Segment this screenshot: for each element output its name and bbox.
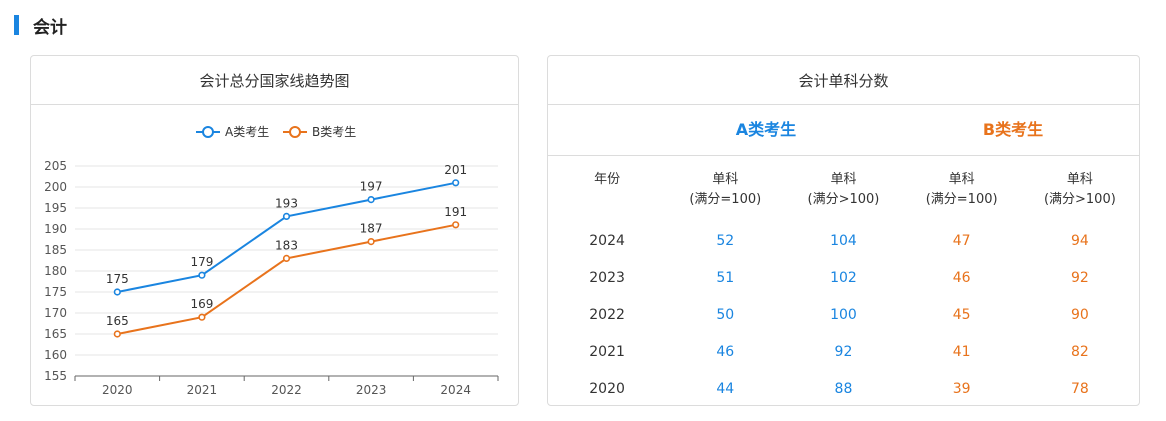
cell-b-eq100: 47	[952, 232, 971, 249]
y-tick-label: 205	[44, 159, 67, 173]
cell-a-gt100: 92	[834, 343, 853, 360]
cell-b-gt100: 94	[1070, 232, 1089, 249]
x-tick-label: 2022	[271, 383, 302, 397]
col-a-gt100: 单科 (满分>100)	[784, 156, 902, 222]
legend-marker	[289, 126, 301, 138]
col-sublabel: (满分=100)	[689, 192, 762, 207]
cell-b-gt100: 92	[1070, 269, 1089, 286]
section-title: 会计	[33, 17, 67, 38]
y-tick-label: 175	[44, 285, 67, 299]
data-label: 175	[106, 272, 129, 286]
table-row: 2022 50 100 45 90	[548, 296, 1139, 333]
data-point	[198, 313, 206, 321]
data-point	[452, 221, 460, 229]
cell-a-gt100: 104	[830, 232, 857, 249]
col-year-label: 年份	[594, 172, 621, 187]
cell-a-gt100: 102	[830, 269, 857, 286]
group-b-label: B类考生	[982, 120, 1044, 139]
y-tick-label: 165	[44, 327, 67, 341]
cell-a-eq100: 46	[716, 343, 735, 360]
table-row: 2021 46 92 41 82	[548, 333, 1139, 370]
cell-a-gt100: 100	[830, 306, 857, 323]
col-label: 单科	[1066, 172, 1093, 187]
table-row: 2023 51 102 46 92	[548, 259, 1139, 296]
cell-b-eq100: 41	[952, 343, 971, 360]
single-subject-title: 会计单科分数	[548, 56, 1139, 105]
cell-b-gt100: 78	[1070, 380, 1089, 397]
data-point	[198, 271, 206, 279]
y-tick-label: 190	[44, 222, 67, 236]
col-label: 单科	[948, 172, 975, 187]
col-sublabel: (满分=100)	[925, 192, 998, 207]
cell-year: 2020	[589, 380, 625, 397]
data-point	[113, 330, 121, 338]
table-row: 2024 52 104 47 94	[548, 222, 1139, 259]
col-sublabel: (满分>100)	[807, 192, 880, 207]
data-point	[113, 288, 121, 296]
cell-year: 2021	[589, 343, 625, 360]
x-tick-label: 2023	[356, 383, 387, 397]
cell-b-gt100: 82	[1070, 343, 1089, 360]
section-header: 会计	[14, 14, 67, 38]
col-year: 年份	[548, 156, 666, 222]
data-point	[282, 254, 291, 262]
cell-year: 2024	[589, 232, 625, 249]
legend-label: B类考生	[312, 125, 356, 139]
col-sublabel: (满分>100)	[1043, 192, 1116, 207]
x-tick-label: 2024	[440, 383, 471, 397]
data-label: 187	[360, 222, 383, 236]
single-subject-card: 会计单科分数 A类考生 B类考生 年份 单科 (满分=100) 单科 (满分>100…	[547, 55, 1140, 406]
group-a-label: A类考生	[735, 120, 797, 139]
trend-line-chart: 155 160 165 170 175 180 185 190 195 200 205 2020 202…	[44, 125, 499, 397]
legend-marker	[202, 126, 214, 138]
cell-a-eq100: 44	[716, 380, 735, 397]
col-label: 单科	[712, 172, 739, 187]
data-label: 193	[275, 196, 298, 210]
trend-chart-title: 会计总分国家线趋势图	[31, 56, 518, 105]
y-tick-label: 155	[44, 369, 67, 383]
group-header-row: A类考生 B类考生	[548, 105, 1139, 156]
cell-b-gt100: 90	[1070, 306, 1089, 323]
cell-b-eq100: 45	[952, 306, 971, 323]
data-point	[282, 212, 291, 220]
y-tick-label: 180	[44, 264, 67, 278]
scores-table: 年份 单科 (满分=100) 单科 (满分>100) 单科 (满分=100) 单科 (满…	[548, 156, 1139, 407]
col-b-eq100: 单科 (满分=100)	[903, 156, 1021, 222]
y-tick-label: 185	[44, 243, 67, 257]
data-point	[367, 195, 375, 204]
data-label: 169	[190, 297, 213, 311]
cell-a-eq100: 50	[716, 306, 735, 323]
y-tick-label: 160	[44, 348, 67, 362]
data-label: 191	[444, 205, 467, 219]
x-tick-label: 2020	[102, 383, 133, 397]
data-label: 197	[360, 180, 383, 194]
cell-b-eq100: 39	[952, 380, 971, 397]
y-tick-label: 195	[44, 201, 67, 215]
data-label: 201	[444, 163, 467, 177]
data-label: 183	[275, 238, 298, 252]
cell-a-eq100: 52	[716, 232, 735, 249]
data-label: 179	[190, 255, 213, 269]
legend-label: A类考生	[225, 125, 269, 139]
cell-a-gt100: 88	[834, 380, 853, 397]
y-tick-label: 170	[44, 306, 67, 320]
col-b-gt100: 单科 (满分>100)	[1021, 156, 1139, 222]
section-accent-bar	[14, 15, 19, 35]
trend-chart-card: 会计总分国家线趋势图 155 160 165 170 175 180 185 190 195 20…	[30, 55, 519, 406]
y-tick-label: 200	[44, 180, 67, 194]
col-a-eq100: 单科 (满分=100)	[666, 156, 784, 222]
data-label: 165	[106, 314, 129, 328]
cell-year: 2022	[589, 306, 625, 323]
x-tick-label: 2021	[187, 383, 218, 397]
cell-a-eq100: 51	[716, 269, 735, 286]
cell-year: 2023	[589, 269, 625, 286]
data-point	[367, 238, 375, 246]
col-label: 单科	[830, 172, 857, 187]
data-point	[452, 179, 460, 187]
table-row: 2020 44 88 39 78	[548, 370, 1139, 407]
cell-b-eq100: 46	[952, 269, 971, 286]
table-header-row: 年份 单科 (满分=100) 单科 (满分>100) 单科 (满分=100) 单科 (满…	[548, 156, 1139, 222]
